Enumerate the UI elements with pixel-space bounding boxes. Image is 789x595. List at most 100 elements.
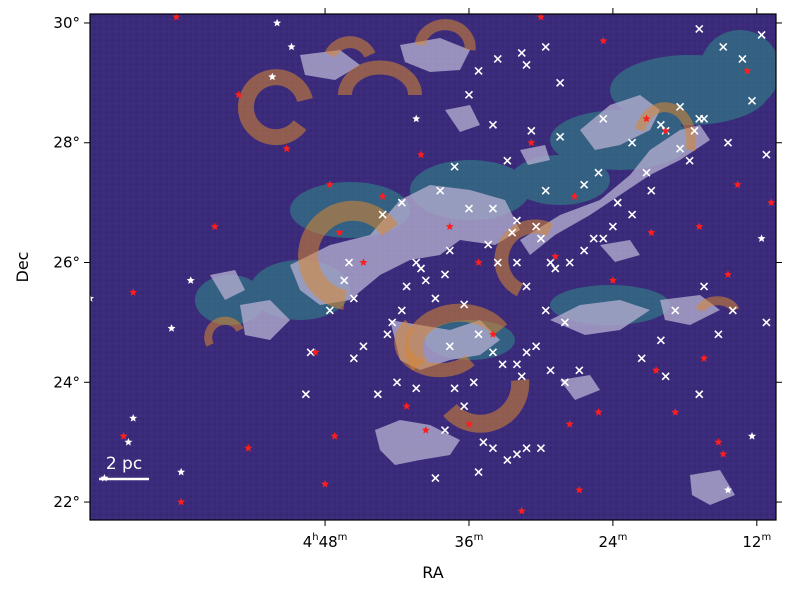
red-star-point (767, 198, 776, 206)
x-marker-point (546, 366, 555, 375)
x-marker-point (556, 132, 565, 141)
red-star-point (647, 228, 656, 236)
red-star-point (671, 408, 680, 416)
x-marker-point (474, 66, 483, 75)
red-star-point (421, 426, 430, 434)
x-marker-point (560, 318, 569, 327)
x-marker-point (656, 336, 665, 345)
x-marker-point (503, 456, 512, 465)
red-star-point (695, 222, 704, 230)
x-marker-point (512, 258, 522, 267)
x-marker-point (344, 258, 354, 267)
x-marker-point (512, 360, 522, 369)
red-star-point (489, 330, 497, 338)
x-marker-point (647, 186, 656, 195)
x-marker-point (661, 372, 670, 381)
x-marker-point (508, 228, 517, 237)
x-marker-point (440, 270, 450, 279)
x-marker-point (723, 138, 733, 147)
red-star-point (129, 288, 138, 296)
red-star-point (599, 36, 608, 45)
red-star-point (661, 126, 670, 135)
x-marker-point (484, 240, 493, 249)
y-tick-label: 22° (53, 493, 80, 511)
x-marker-point (340, 276, 349, 285)
x-axis-label: RA (422, 563, 443, 582)
red-star-point (724, 270, 732, 278)
x-marker-point (488, 348, 498, 357)
scale-bar: 2 pc (99, 454, 149, 481)
red-star-point (594, 408, 603, 416)
red-star-point (311, 348, 320, 356)
x-marker-point (656, 120, 665, 129)
plot-area (90, 14, 776, 515)
gray-cloud-layer (210, 38, 735, 505)
x-marker-point (503, 156, 512, 165)
red-star-point (608, 276, 617, 284)
x-marker-point (565, 258, 574, 267)
x-marker-point (599, 114, 608, 123)
x-marker-point (517, 48, 526, 57)
x-marker-point (397, 306, 406, 315)
x-marker-point (699, 114, 709, 123)
y-tick-label: 24° (53, 373, 80, 391)
red-star-point (517, 506, 526, 515)
red-star-point (445, 222, 454, 230)
x-marker-point (460, 402, 469, 411)
x-marker-point (450, 384, 459, 393)
x-marker-point (493, 54, 502, 63)
white-star-point (724, 485, 732, 494)
x-marker-point (580, 246, 589, 255)
plot-frame (89, 13, 777, 521)
white-star-point (129, 414, 138, 422)
x-marker-point (388, 318, 397, 327)
x-marker-point (695, 24, 704, 34)
x-marker-point (522, 60, 531, 69)
red-star-point (321, 479, 330, 488)
red-star-point (330, 432, 339, 440)
x-marker-point (445, 342, 454, 351)
x-marker-point (392, 378, 402, 387)
x-marker-point (551, 264, 560, 273)
x-marker-point (738, 54, 747, 63)
white-star-point (177, 467, 186, 476)
x-tick-label: 12m (742, 532, 771, 551)
x-marker-point (474, 330, 483, 339)
x-marker-point (412, 258, 421, 267)
x-marker-point (608, 222, 617, 231)
x-marker-point (349, 294, 358, 303)
x-marker-point (436, 186, 445, 195)
red-star-point (402, 402, 411, 410)
x-tick-label: 4h48m (303, 532, 348, 551)
x-marker-point (378, 210, 387, 219)
red-star-point (172, 14, 181, 21)
x-marker-point (532, 342, 541, 351)
x-marker-point (536, 234, 546, 243)
x-marker-point (445, 246, 454, 255)
x-marker-point (747, 96, 757, 105)
x-marker-point (690, 126, 699, 135)
white-star-point (748, 432, 756, 440)
x-marker-point (628, 138, 637, 147)
red-star-point (575, 485, 584, 494)
red-star-point (474, 258, 483, 266)
x-marker-point (628, 210, 637, 219)
x-marker-point (599, 234, 608, 243)
red-star-point (565, 420, 574, 428)
x-marker-point (488, 444, 498, 453)
x-marker-point (699, 282, 709, 291)
x-marker-point (325, 306, 334, 315)
x-marker-point (493, 258, 502, 267)
x-marker-point (464, 90, 474, 99)
x-marker-point (671, 306, 680, 315)
red-star-point (527, 138, 536, 147)
white-star-point (757, 234, 766, 242)
x-marker-point (431, 294, 440, 303)
x-marker-point (522, 348, 531, 357)
x-marker-point (469, 378, 478, 387)
x-marker-point (397, 198, 406, 207)
y-tick-label: 28° (53, 134, 80, 152)
red-star-point (536, 14, 545, 21)
x-marker-point (522, 282, 531, 291)
x-marker-point (421, 276, 430, 285)
